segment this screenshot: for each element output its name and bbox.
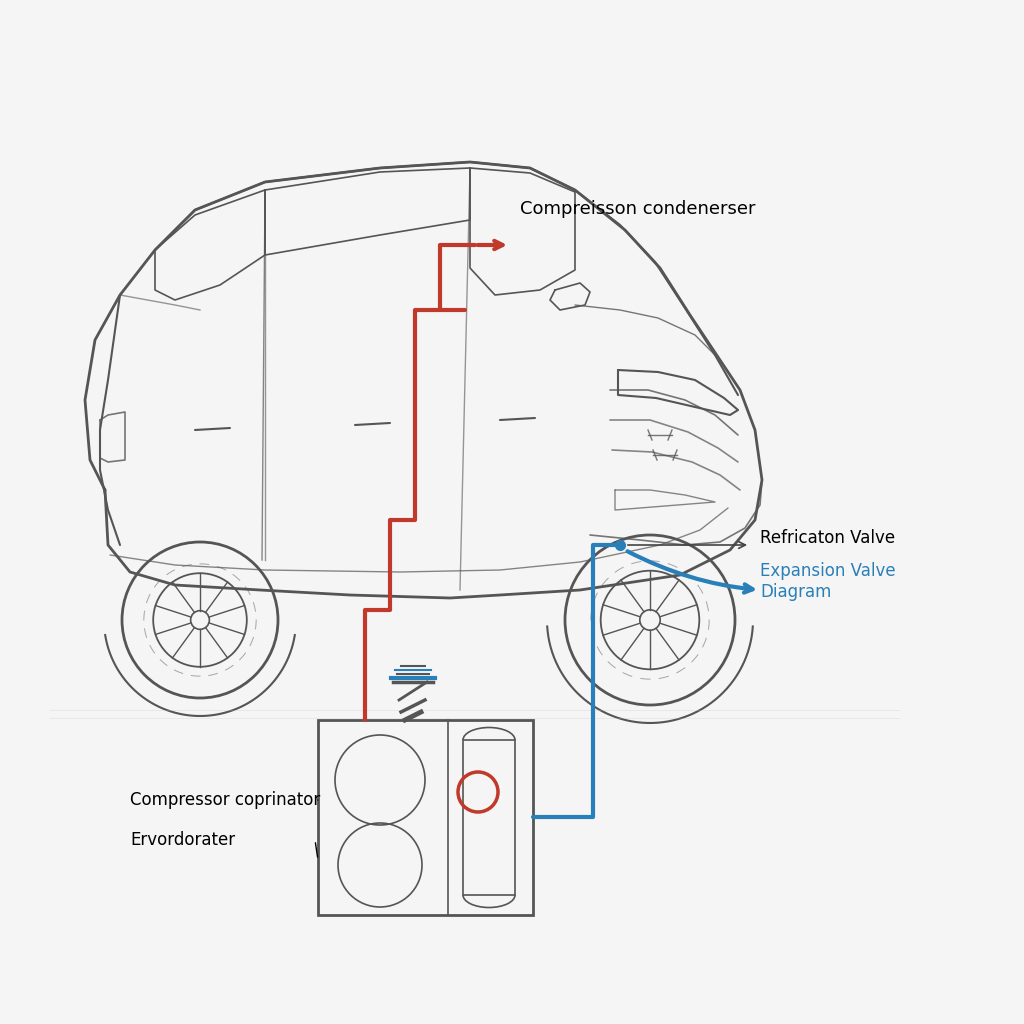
Text: Compressor coprinator: Compressor coprinator (130, 791, 321, 809)
Text: Refricaton Valve: Refricaton Valve (760, 529, 895, 547)
Text: Ervordorater: Ervordorater (130, 831, 236, 849)
Text: Expansion Valve
Diagram: Expansion Valve Diagram (760, 562, 896, 601)
Bar (318, 720, 534, 915)
Bar (463, 740, 515, 895)
Text: Compreisson condenerser: Compreisson condenerser (520, 200, 756, 218)
